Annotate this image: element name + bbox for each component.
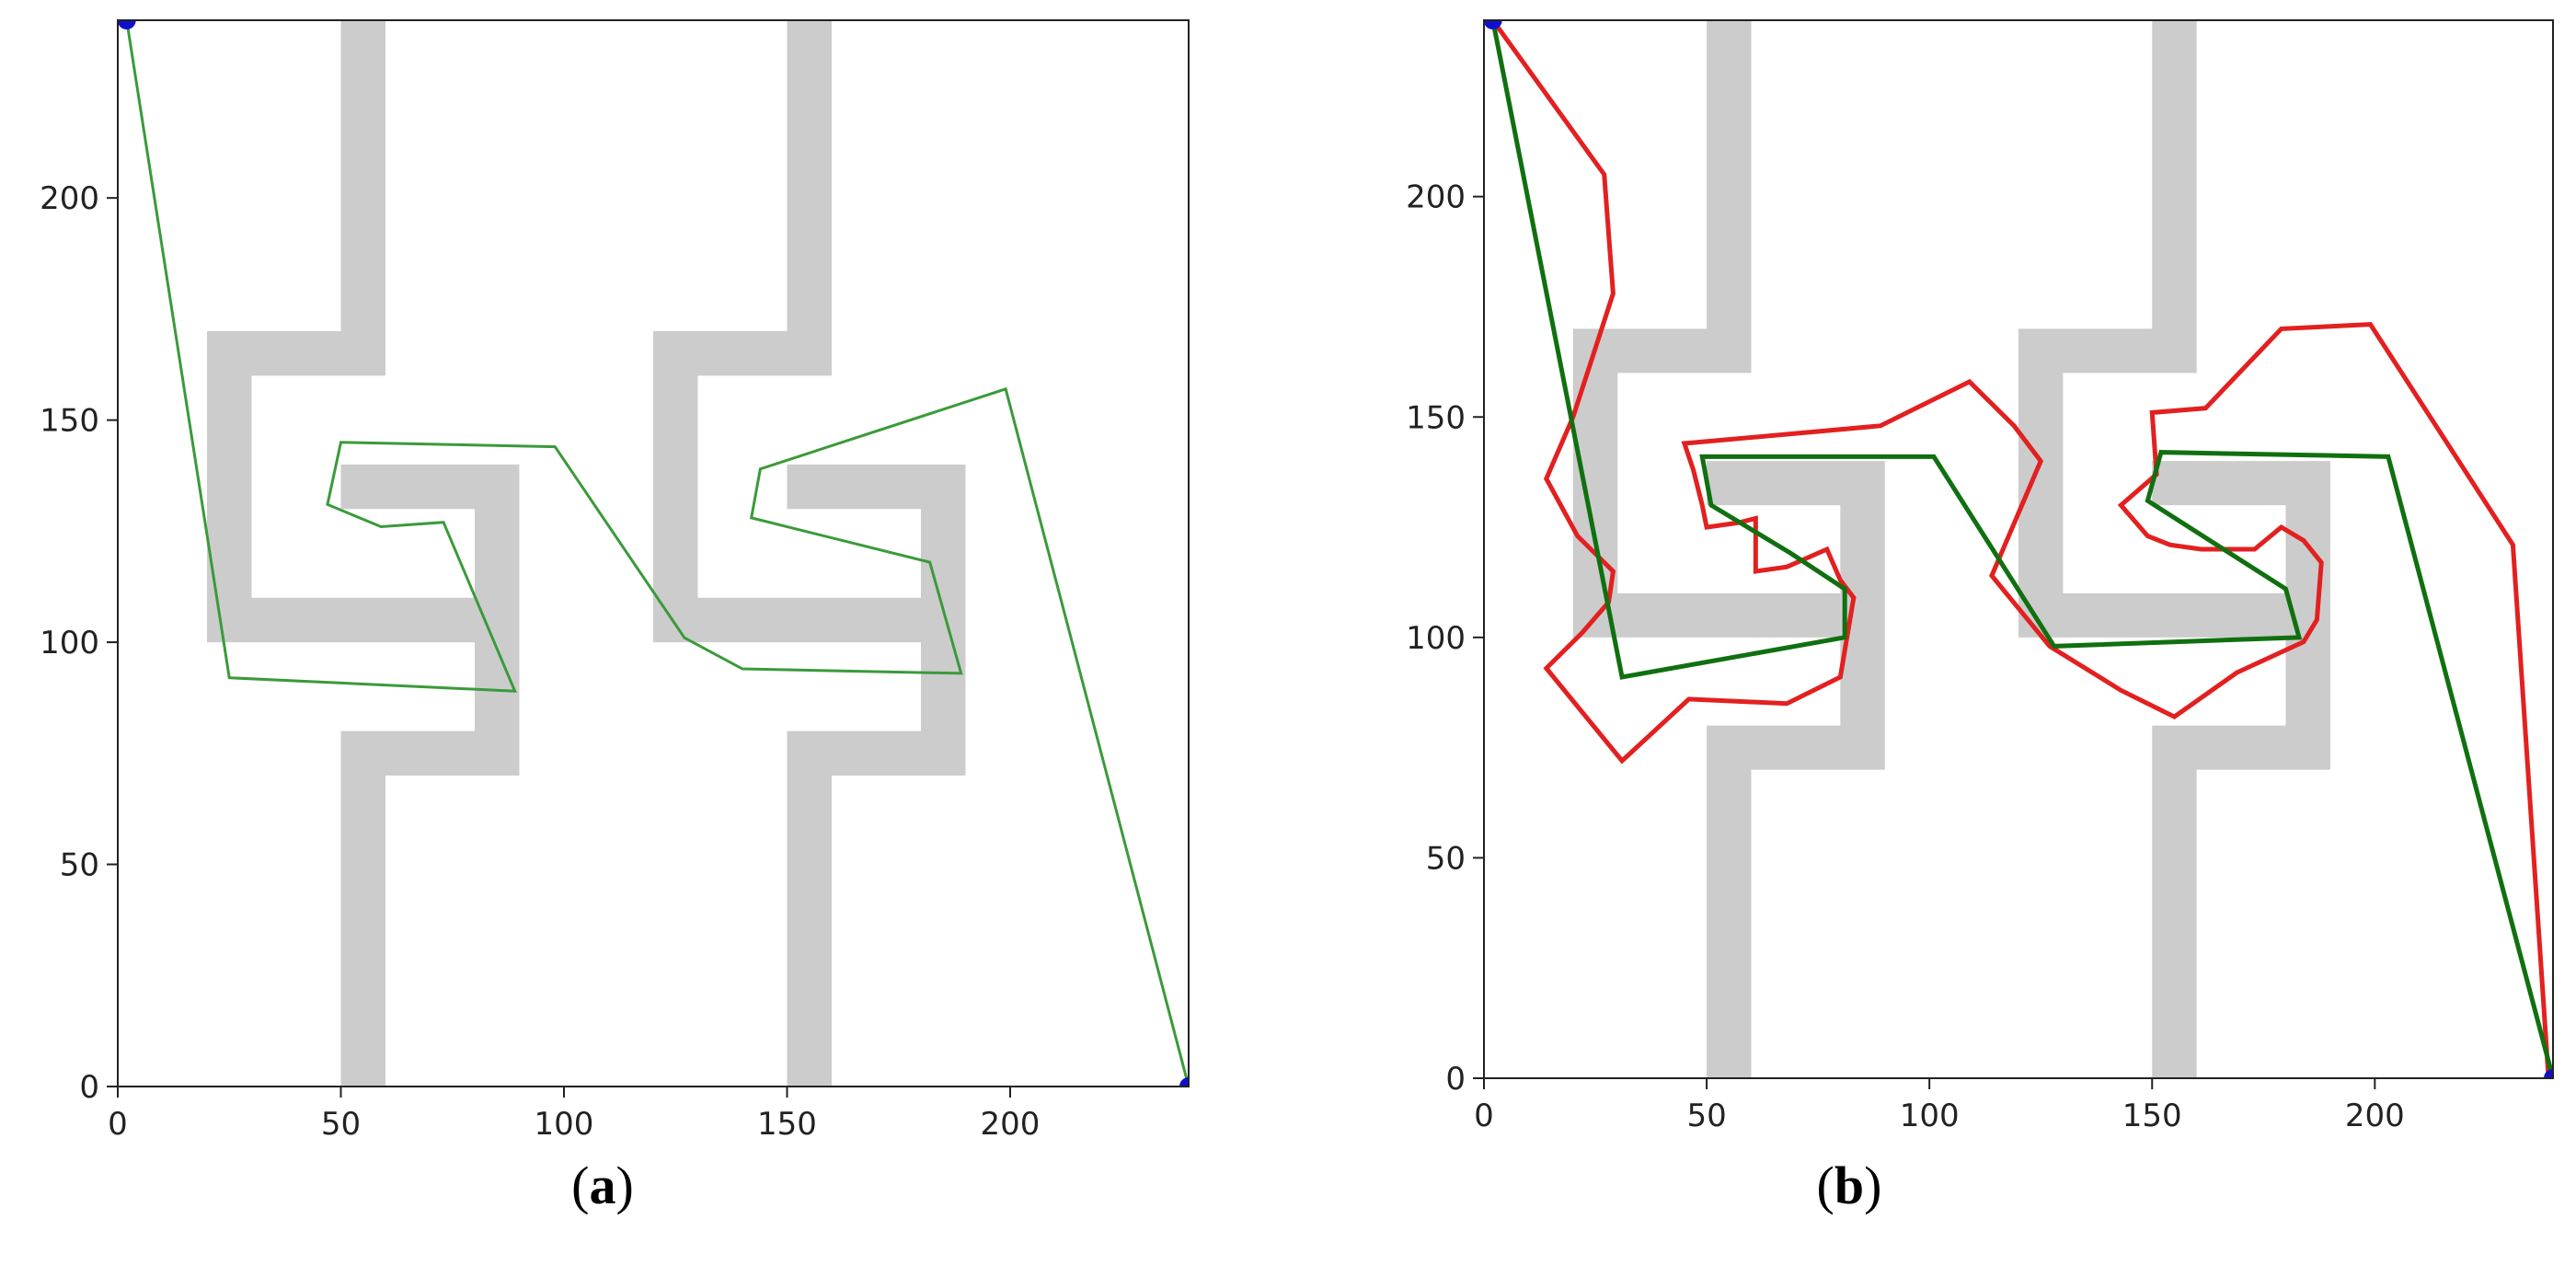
caption-a: (a) bbox=[571, 1156, 634, 1215]
goal-marker bbox=[1179, 1077, 1189, 1087]
chart-panel-b: 0 50 100 150 200 0 50 100 150 200 bbox=[1288, 0, 2576, 1265]
y-tick-label-0: 0 bbox=[79, 1069, 99, 1106]
path-series-1 bbox=[1490, 20, 2551, 1078]
goal-marker bbox=[2544, 1069, 2553, 1078]
start-marker bbox=[1484, 20, 1502, 29]
obstacle-4 bbox=[2152, 461, 2330, 1078]
y-tick-label-200: 200 bbox=[40, 180, 99, 217]
axes-frame bbox=[1483, 19, 2554, 1079]
x-tick-label-200: 200 bbox=[981, 1106, 1041, 1143]
x-tick-label-150: 150 bbox=[757, 1106, 817, 1143]
x-tick-label-150: 150 bbox=[2122, 1098, 2182, 1134]
x-tick-label-50: 50 bbox=[1686, 1098, 1726, 1134]
y-tick-label-150: 150 bbox=[40, 403, 99, 440]
path-series-1 bbox=[125, 20, 1189, 1087]
obstacle-4 bbox=[787, 464, 966, 1087]
caption-a-letter: a bbox=[589, 1156, 616, 1215]
path-series-2 bbox=[1490, 20, 2553, 1078]
obstacle-3 bbox=[653, 20, 921, 643]
chart-b: 0 50 100 150 200 0 50 100 150 200 bbox=[1406, 19, 2554, 1134]
obstacle-1 bbox=[1572, 20, 1841, 638]
y-tick-label-100: 100 bbox=[1406, 620, 1466, 657]
obstacle-3 bbox=[2018, 20, 2286, 638]
x-tick-label-100: 100 bbox=[1900, 1098, 1960, 1134]
y-tick-label-200: 200 bbox=[1406, 179, 1466, 216]
plot-area bbox=[1484, 20, 2553, 1078]
y-tick-label-50: 50 bbox=[60, 847, 99, 884]
x-tick-label-50: 50 bbox=[321, 1106, 361, 1143]
obstacle-2 bbox=[1707, 461, 1885, 1078]
y-tick-label-100: 100 bbox=[40, 625, 99, 661]
caption-b-letter: b bbox=[1834, 1156, 1865, 1215]
x-tick-label-100: 100 bbox=[535, 1106, 594, 1143]
y-tick-label-0: 0 bbox=[1445, 1061, 1466, 1098]
caption-b: (b) bbox=[1816, 1156, 1882, 1215]
chart-panel-a: 0 50 100 150 200 0 50 100 150 200 bbox=[40, 19, 1190, 1143]
x-tick-label-200: 200 bbox=[2345, 1098, 2405, 1134]
y-tick-label-150: 150 bbox=[1406, 399, 1466, 436]
obstacle-1 bbox=[207, 20, 475, 643]
x-tick-label-0: 0 bbox=[1474, 1098, 1494, 1134]
x-tick-label-0: 0 bbox=[108, 1106, 128, 1143]
y-tick-label-50: 50 bbox=[1426, 840, 1466, 877]
start-marker bbox=[118, 20, 136, 29]
axes-frame bbox=[117, 19, 1190, 1087]
obstacle-2 bbox=[340, 464, 520, 1087]
plot-area bbox=[118, 20, 1189, 1087]
chart-a: 0 50 100 150 200 0 50 100 150 200 bbox=[40, 19, 1190, 1143]
